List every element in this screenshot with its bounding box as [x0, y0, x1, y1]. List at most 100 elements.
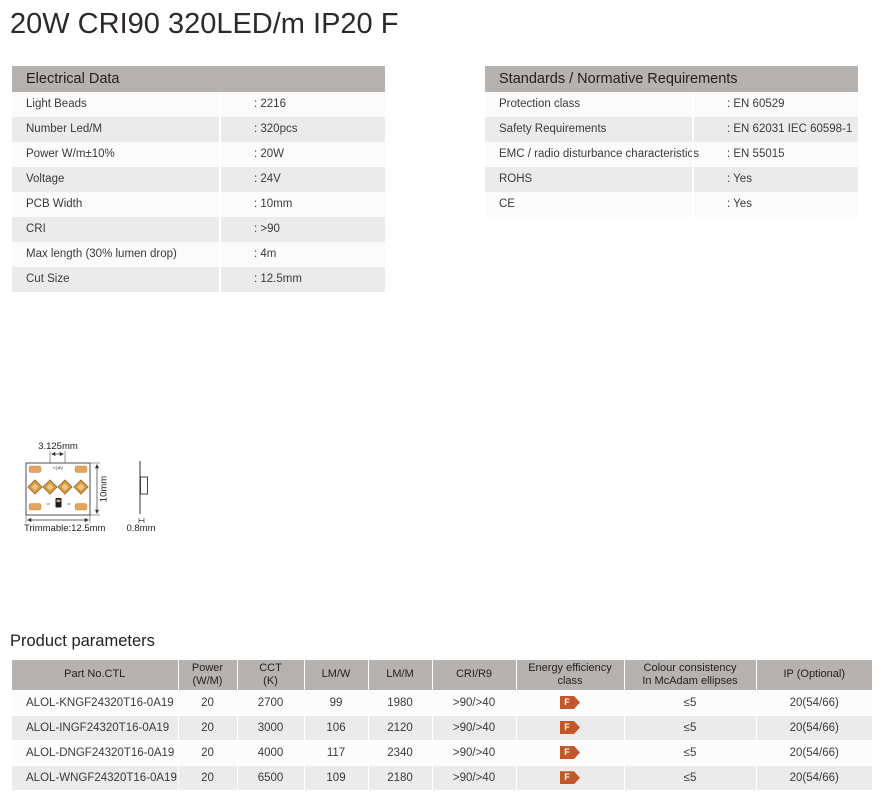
product-column-header: Part No.CTL: [12, 660, 178, 690]
spec-value: : 12.5mm: [219, 267, 385, 292]
product-column-header: LM/W: [303, 660, 368, 690]
product-column-header: Energy efficiency class: [515, 660, 624, 690]
spec-label: Safety Requirements: [499, 123, 607, 135]
spec-row: Cut Size: 12.5mm: [12, 267, 385, 292]
cell-lm-m: 2340: [367, 739, 432, 765]
cell-cct: 2700: [236, 689, 304, 715]
product-column-header: CCT (K): [236, 660, 304, 690]
spec-value: : Yes: [692, 167, 858, 192]
cell-cri-r9: >90/>40: [431, 714, 516, 740]
height-dimension-label: 10mm: [99, 476, 110, 502]
product-table-header-row: Part No.CTL Power (W/M) CCT (K) LM/W LM/M CRI…: [12, 660, 872, 690]
cell-energy-class: F: [515, 714, 624, 740]
spec-value: : 320pcs: [219, 117, 385, 142]
spec-row: Number Led/M: 320pcs: [12, 117, 385, 142]
solder-pad-bottom-right: [74, 503, 88, 511]
energy-class-badge: F: [560, 721, 580, 734]
spec-value: : >90: [219, 217, 385, 242]
standards-table-header: Standards / Normative Requirements: [485, 66, 858, 92]
spec-row: Protection class : EN 60529: [485, 92, 858, 117]
product-column-header: CRI/R9: [431, 660, 516, 690]
spec-row: Light Beads : 2216: [12, 92, 385, 117]
cell-cct: 6500: [236, 764, 304, 790]
product-parameters-heading: Product parameters: [10, 632, 155, 650]
cell-power: 20: [177, 739, 237, 765]
spec-row: EMC / radio disturbance characteristics:…: [485, 142, 858, 167]
product-row: ALOL-KNGF24320T16-0A19 20 2700 99 1980 >90/>4…: [12, 689, 872, 715]
led-strip-diagram: 3.125mm +24V 10mm Trimmable:12.5mm: [24, 441, 156, 534]
solder-pad-bottom-left: [28, 503, 42, 511]
led-chip: [27, 479, 43, 495]
cell-energy-class: F: [515, 739, 624, 765]
cell-cct: 3000: [236, 714, 304, 740]
spec-row: Safety Requirements : EN 62031 IEC 60598-…: [485, 117, 858, 142]
solder-pad-top-left: [28, 465, 42, 473]
energy-class-badge: F: [560, 771, 580, 785]
thickness-dimension-label: 0.8mm: [126, 523, 155, 534]
cell-cri-r9: >90/>40: [431, 739, 516, 765]
spec-row: CRI : >90: [12, 217, 385, 242]
solder-pad-top-right: [74, 465, 88, 473]
cell-part-no: ALOL-WNGF24320T16-0A19: [12, 764, 178, 790]
spec-row: Power W/m±10% : 20W: [12, 142, 385, 167]
cell-mcadam: ≤5: [623, 739, 756, 765]
cell-energy-class: F: [515, 764, 624, 790]
cell-power: 20: [177, 689, 237, 715]
cell-mcadam: ≤5: [623, 689, 756, 715]
electrical-data-table: Electrical Data Light Beads : 2216 Number …: [12, 66, 385, 292]
product-column-header: LM/M: [367, 660, 432, 690]
standards-table: Standards / Normative Requirements Prote…: [485, 66, 858, 217]
cell-mcadam: ≤5: [623, 714, 756, 740]
spec-value: : Yes: [692, 192, 858, 217]
cell-ip: 20(54/66): [755, 714, 872, 740]
spec-value: : 2216: [219, 92, 385, 117]
led-chip: [57, 479, 73, 495]
cell-ip: 20(54/66): [755, 764, 872, 790]
spec-label: Light Beads: [26, 98, 87, 110]
cell-cri-r9: >90/>40: [431, 764, 516, 790]
spec-label: CRI: [26, 223, 46, 235]
spec-row: PCB Width : 10mm: [12, 192, 385, 217]
spec-label: PCB Width: [26, 198, 83, 210]
spec-label: EMC / radio disturbance characteristics: [499, 148, 700, 160]
resistor-band: [56, 499, 61, 503]
cell-lm-w: 109: [303, 764, 368, 790]
cell-lm-m: 2120: [367, 714, 432, 740]
product-column-header: Power (W/M): [177, 660, 237, 690]
cell-lm-m: 1980: [367, 689, 432, 715]
trim-dimension-label: Trimmable:12.5mm: [24, 523, 106, 534]
spec-value: : 20W: [219, 142, 385, 167]
cell-lm-w: 99: [303, 689, 368, 715]
cell-cri-r9: >90/>40: [431, 689, 516, 715]
cell-energy-class: F: [515, 689, 624, 715]
spec-label: Power W/m±10%: [26, 148, 115, 160]
electrical-table-header: Electrical Data: [12, 66, 385, 92]
energy-class-badge: F: [560, 696, 580, 709]
cell-part-no: ALOL-KNGF24320T16-0A19: [12, 689, 178, 715]
product-row: ALOL-INGF24320T16-0A19 20 3000 106 2120 >90/>…: [12, 714, 872, 740]
product-row: ALOL-DNGF24320T16-0A19 20 4000 117 2340 >90/>…: [12, 739, 872, 765]
energy-class-badge: F: [560, 746, 580, 759]
page-title: 20W CRI90 320LED/m IP20 F: [10, 8, 399, 40]
cell-part-no: ALOL-INGF24320T16-0A19: [12, 714, 178, 740]
spec-label: ROHS: [499, 173, 533, 185]
resistor-component: [55, 498, 62, 508]
product-parameters-table: Part No.CTL Power (W/M) CCT (K) LM/W LM/M CRI…: [12, 660, 872, 790]
spec-value: : 10mm: [219, 192, 385, 217]
electrical-table-body: Light Beads: 2216 Number Led/M: 320pcs Pow…: [12, 92, 385, 292]
spec-row: CE: Yes: [485, 192, 858, 217]
spec-value: : EN 60529: [692, 92, 858, 117]
spec-label: Protection class: [499, 98, 581, 110]
spec-value: : EN 62031 IEC 60598-1: [692, 117, 858, 142]
spec-label: Max length (30% lumen drop): [26, 248, 177, 260]
cell-power: 20: [177, 714, 237, 740]
cell-ip: 20(54/66): [755, 689, 872, 715]
product-row: ALOL-WNGF24320T16-0A19 20 6500 109 2180 >90/>…: [12, 764, 872, 790]
cell-lm-w: 106: [303, 714, 368, 740]
spec-row: Voltage: 24V: [12, 167, 385, 192]
spec-row: ROHS : Yes: [485, 167, 858, 192]
spec-value: : 24V: [219, 167, 385, 192]
product-column-header: Colour consistency In McAdam ellipses: [623, 660, 756, 690]
side-view-led-profile: [140, 476, 148, 495]
